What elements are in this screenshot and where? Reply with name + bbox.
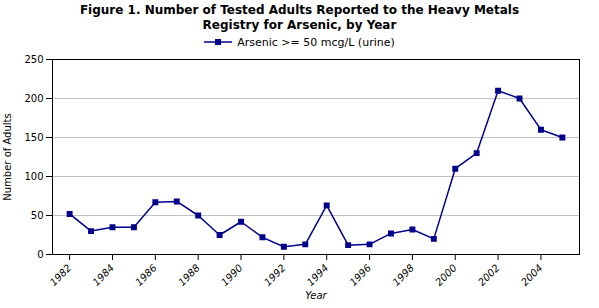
svg-text:1982: 1982	[48, 262, 74, 288]
svg-text:2000: 2000	[433, 262, 459, 288]
html-text:Arsenic >= 50 mcg/L (urine): Arsenic >= 50 mcg/L (urine)	[237, 35, 395, 49]
svg-text:1996: 1996	[347, 262, 373, 288]
svg-text:1984: 1984	[90, 262, 116, 288]
svg-text:1994: 1994	[305, 262, 331, 288]
svg-text:1990: 1990	[219, 262, 245, 288]
svg-text:1998: 1998	[390, 262, 416, 288]
svg-text:Number of Adults: Number of Adults	[2, 113, 13, 200]
svg-text:2004: 2004	[519, 262, 545, 288]
svg-text:1986: 1986	[133, 262, 159, 288]
svg-text:150: 150	[24, 132, 43, 143]
svg-text:1992: 1992	[262, 262, 288, 288]
svg-text:Year: Year	[305, 290, 327, 301]
svg-text:1988: 1988	[176, 262, 202, 288]
html-text:Figure 1. Number of Tested Adu: Figure 1. Number of Tested Adults Report…	[79, 3, 520, 32]
svg-text:200: 200	[24, 93, 43, 104]
svg-text:250: 250	[24, 54, 43, 65]
svg-text:50: 50	[31, 210, 44, 221]
svg-text:2002: 2002	[476, 262, 502, 288]
svg-text:100: 100	[24, 171, 43, 182]
svg-text:0: 0	[37, 249, 43, 260]
